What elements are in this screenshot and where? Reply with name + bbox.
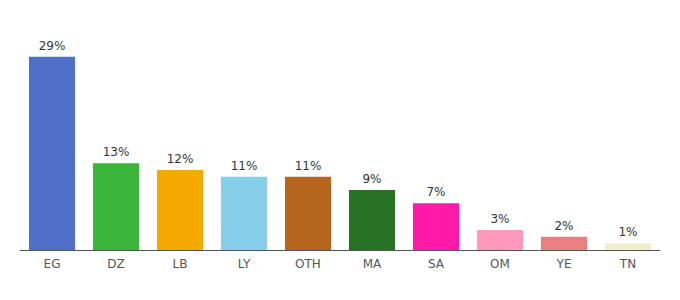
svg-text:1%: 1% bbox=[618, 225, 637, 239]
svg-text:29%: 29% bbox=[39, 39, 66, 53]
svg-text:LY: LY bbox=[238, 257, 251, 271]
svg-text:13%: 13% bbox=[103, 145, 130, 159]
svg-text:SA: SA bbox=[428, 257, 445, 271]
svg-text:LB: LB bbox=[173, 257, 188, 271]
svg-text:9%: 9% bbox=[362, 172, 381, 186]
svg-text:MA: MA bbox=[363, 257, 382, 271]
svg-text:11%: 11% bbox=[295, 159, 322, 173]
svg-text:DZ: DZ bbox=[107, 257, 124, 271]
svg-text:TN: TN bbox=[619, 257, 636, 271]
svg-text:12%: 12% bbox=[167, 152, 194, 166]
svg-text:OTH: OTH bbox=[295, 257, 321, 271]
svg-text:EG: EG bbox=[44, 257, 61, 271]
svg-text:YE: YE bbox=[556, 257, 572, 271]
svg-text:7%: 7% bbox=[426, 185, 445, 199]
svg-text:2%: 2% bbox=[554, 219, 573, 233]
svg-text:3%: 3% bbox=[490, 212, 509, 226]
svg-text:11%: 11% bbox=[231, 159, 258, 173]
svg-text:OM: OM bbox=[490, 257, 510, 271]
